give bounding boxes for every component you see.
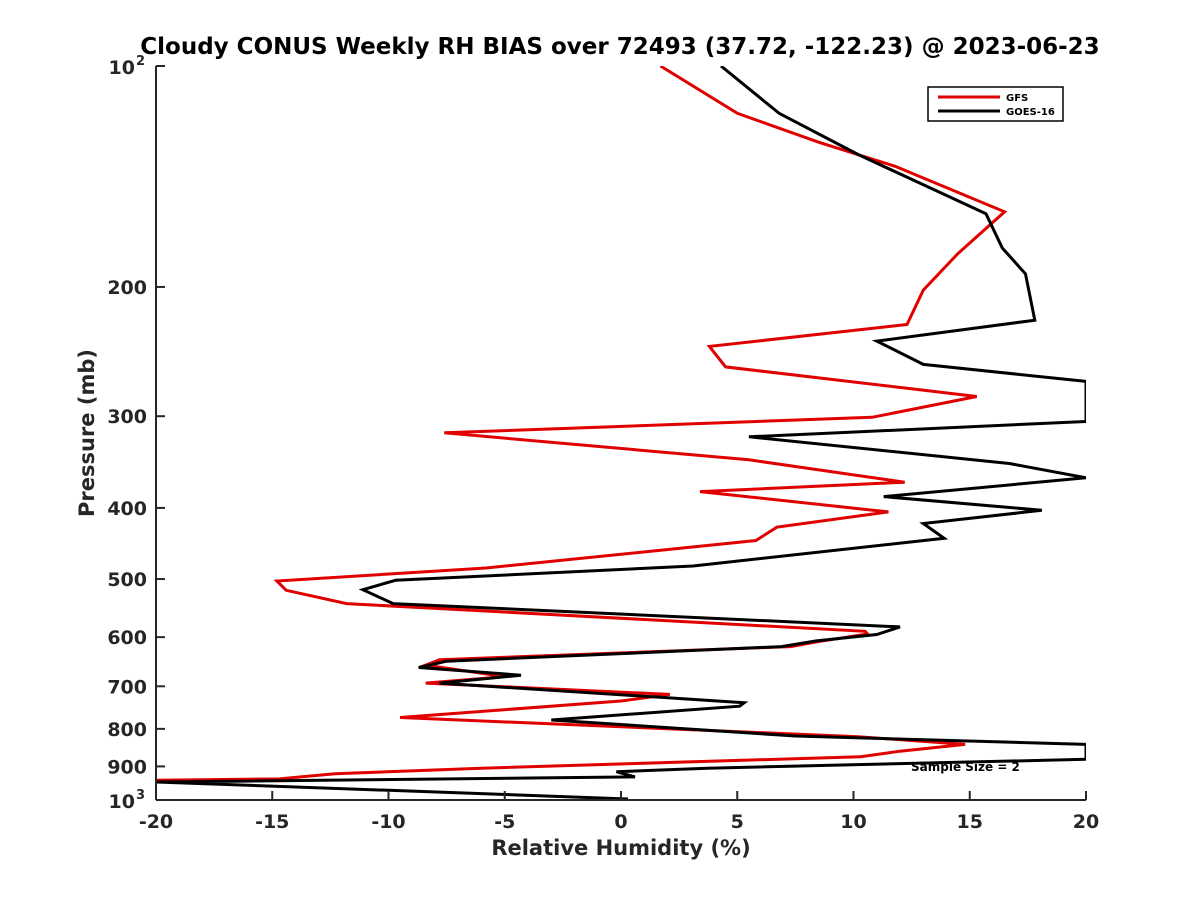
plot-lines <box>156 66 1086 800</box>
y-axis-label: Pressure (mb) <box>75 349 99 517</box>
x-tick-label: 10 <box>840 811 866 833</box>
series-line-goes-16 <box>156 66 1086 800</box>
x-tick-label: -5 <box>494 811 515 833</box>
legend-box <box>927 86 1064 122</box>
y-tick-label: 500 <box>107 569 147 591</box>
x-tick-label: 20 <box>1073 811 1099 833</box>
y-tick-label-exponent: 2 <box>136 54 145 69</box>
sample-size-annotation: Sample Size = 2 <box>911 760 1020 774</box>
x-tick-label: 0 <box>614 811 627 833</box>
x-tick-label: 5 <box>731 811 744 833</box>
plot-area-frame <box>156 66 1086 800</box>
legend-label-gfs: GFS <box>1006 93 1028 104</box>
y-tick-label: 400 <box>107 498 147 520</box>
legend-label-goes-16: GOES-16 <box>1006 107 1055 118</box>
x-tick-label: -20 <box>139 811 173 833</box>
y-tick-label: 200 <box>107 277 147 299</box>
x-tick-label: -15 <box>255 811 289 833</box>
y-tick-label: 900 <box>107 756 147 778</box>
series-line-gfs <box>156 66 1008 782</box>
y-tick-label: 800 <box>107 719 147 741</box>
y-tick-label: 700 <box>107 676 147 698</box>
x-tick-label: -10 <box>371 811 405 833</box>
y-tick-label: 10 <box>109 791 135 813</box>
y-tick-label: 10 <box>109 57 135 79</box>
y-tick-label-exponent: 3 <box>136 788 145 803</box>
x-tick-label: 15 <box>957 811 983 833</box>
chart-title: Cloudy CONUS Weekly RH BIAS over 72493 (… <box>140 34 1099 60</box>
x-axis-label: Relative Humidity (%) <box>491 836 750 860</box>
x-axis-ticks: -20 -15 -10 -5 0 5 10 15 20 <box>139 791 1099 833</box>
legend: GFS GOES-16 <box>927 86 1064 122</box>
y-tick-label: 600 <box>107 627 147 649</box>
y-tick-label: 300 <box>107 406 147 428</box>
